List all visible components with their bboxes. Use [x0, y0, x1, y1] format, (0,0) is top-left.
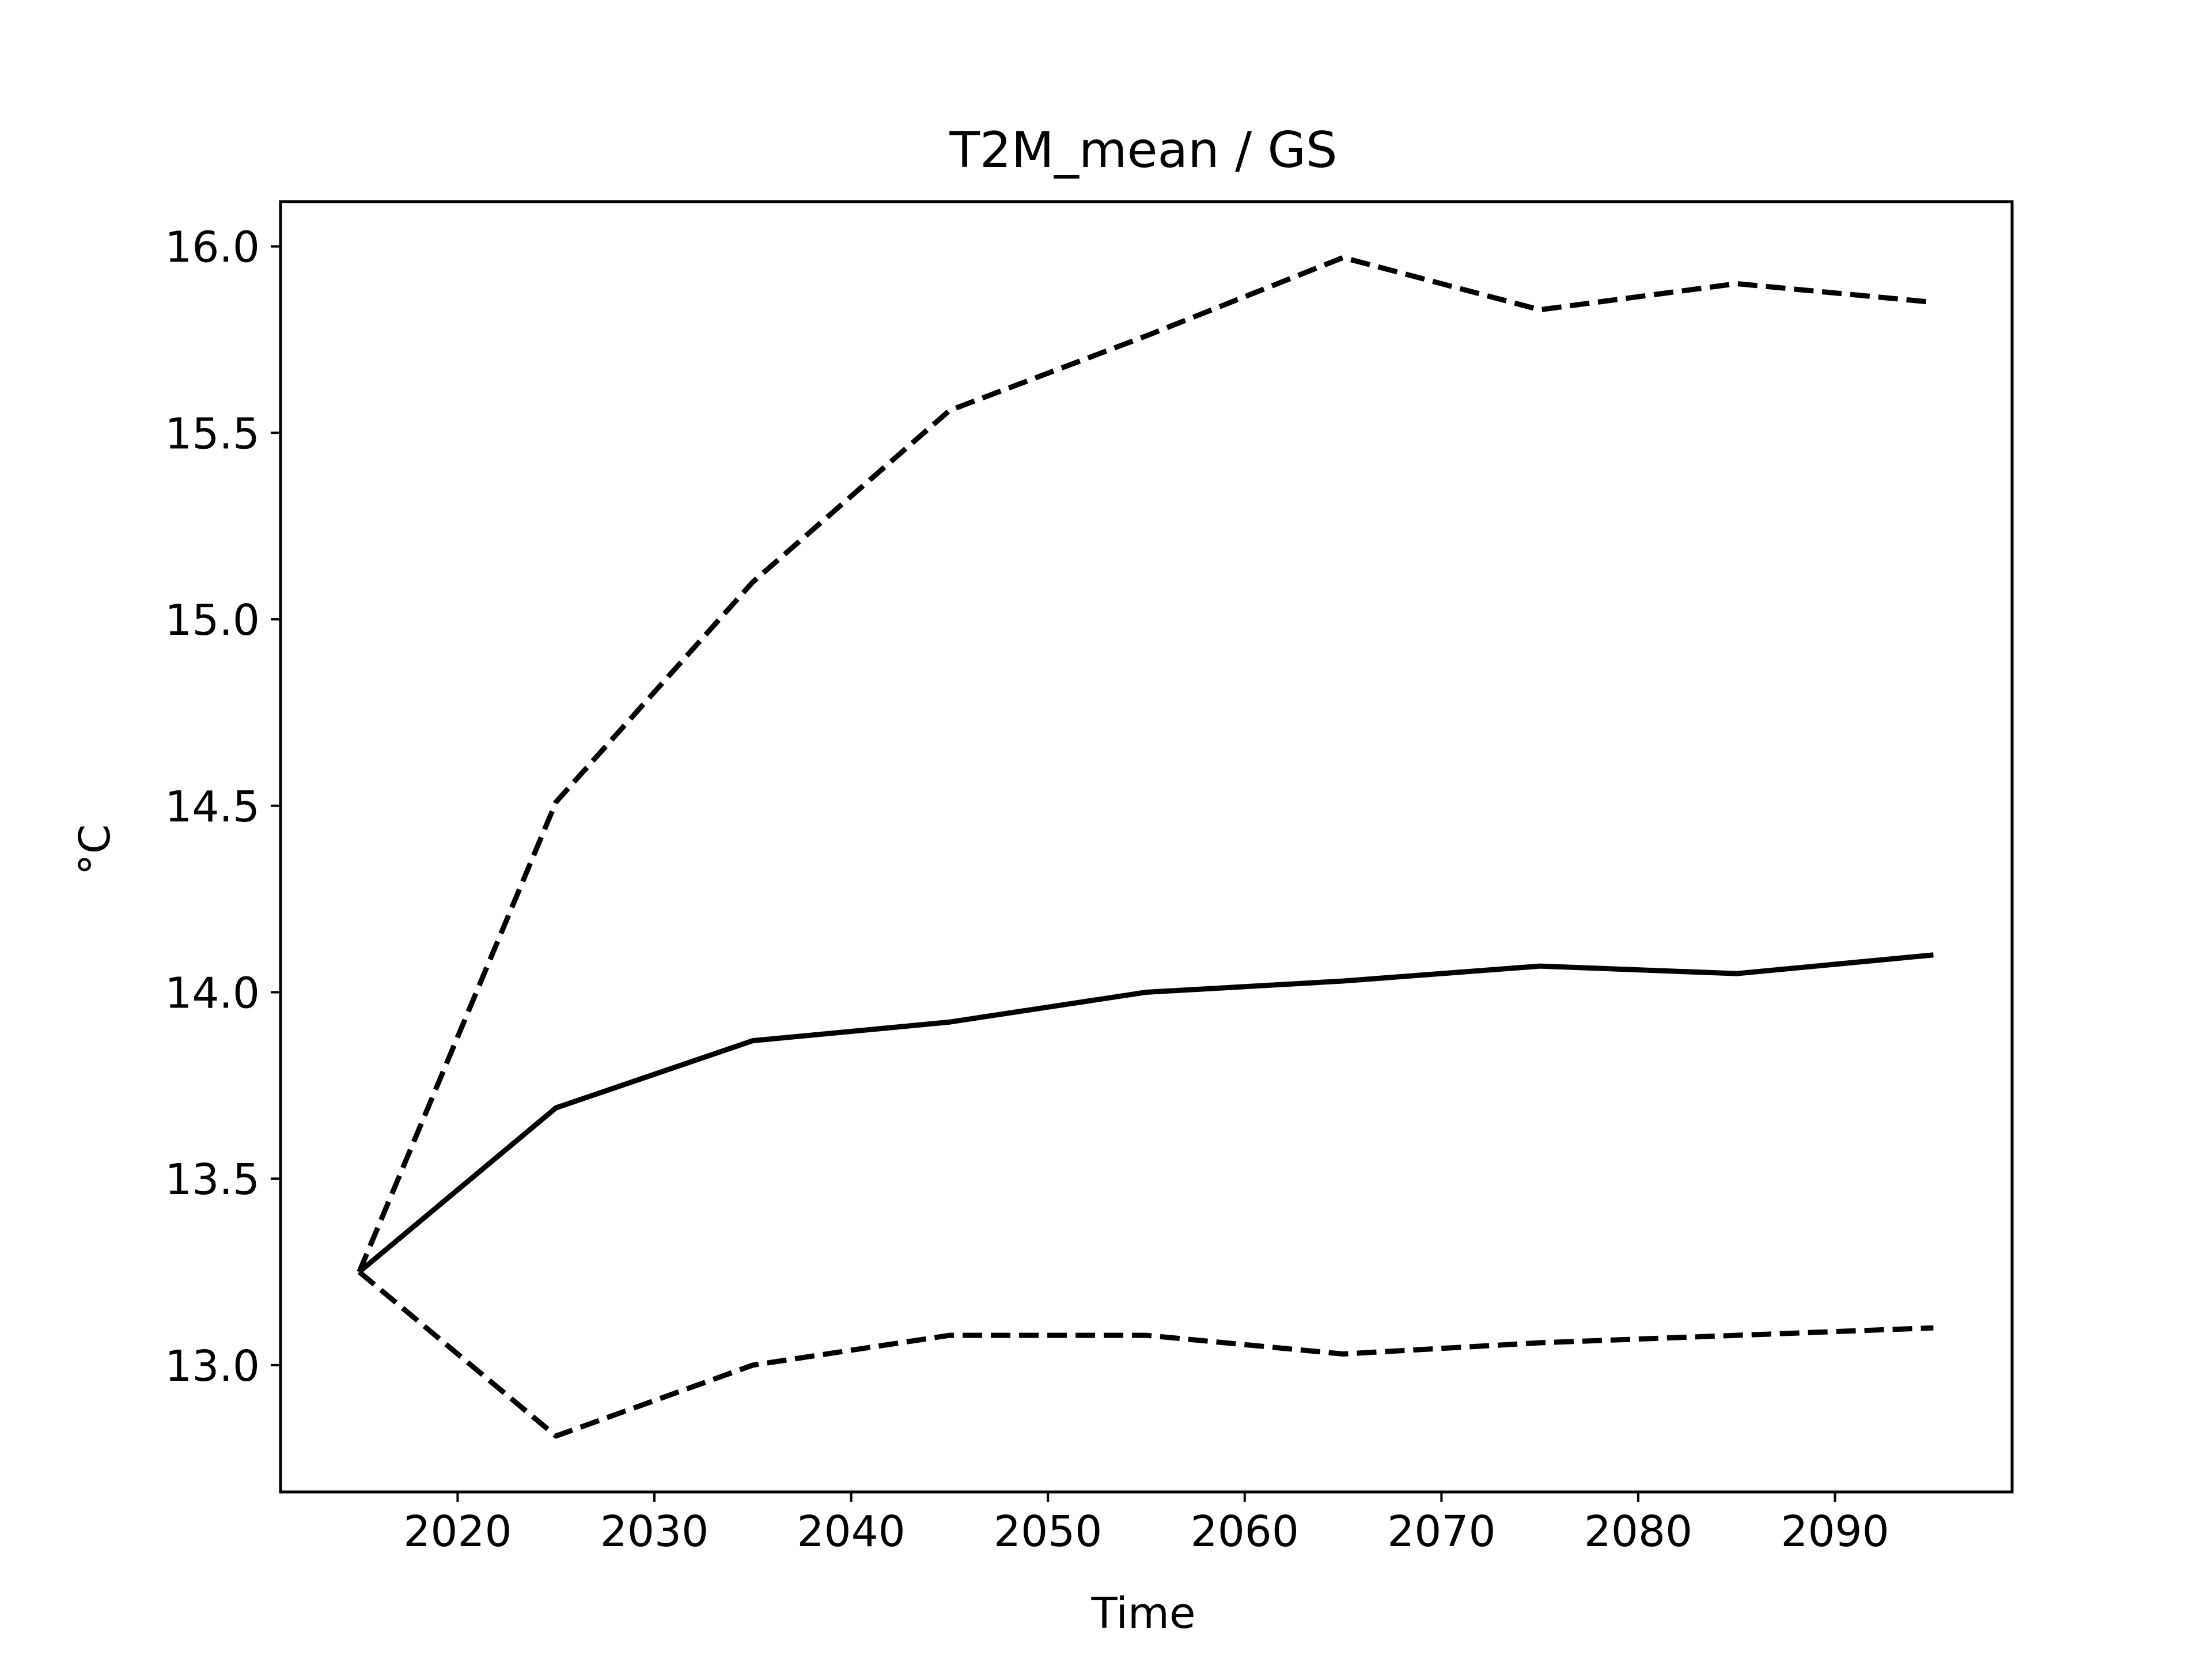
x-axis-ticks: 2020 2030 2040 2050 2060 2070 2080 2090: [403, 1492, 1889, 1556]
y-tick-label-15.5: 15.5: [165, 409, 260, 459]
x-tick-label-2060: 2060: [1191, 1507, 1299, 1556]
x-tick-label-2070: 2070: [1387, 1507, 1495, 1556]
series-line-3: [357, 1270, 1934, 1439]
series-lines: [357, 255, 1934, 1439]
y-tick-label-16.0: 16.0: [165, 223, 260, 272]
x-axis-label: Time: [1090, 1589, 1195, 1638]
y-tick-label-14.0: 14.0: [165, 968, 260, 1018]
x-tick-label-2020: 2020: [403, 1507, 512, 1556]
y-axis-ticks: 13.0 13.5 14.0 14.5 15.0 15.5 16.0: [165, 223, 281, 1391]
series-line-1: [357, 255, 1934, 1273]
x-tick-label-2090: 2090: [1781, 1507, 1889, 1556]
chart-title: T2M_mean / GS: [949, 122, 1337, 179]
y-tick-label-13.0: 13.0: [165, 1342, 260, 1391]
x-tick-label-2030: 2030: [600, 1507, 709, 1556]
y-axis-label: °C: [70, 824, 120, 876]
series-line-2: [357, 952, 1934, 1274]
plot-area-frame: [279, 200, 2014, 1494]
y-tick-label-13.5: 13.5: [165, 1155, 260, 1205]
y-tick-label-14.5: 14.5: [165, 782, 260, 832]
x-tick-label-2040: 2040: [797, 1507, 905, 1556]
x-tick-label-2050: 2050: [994, 1507, 1102, 1556]
x-tick-label-2080: 2080: [1584, 1507, 1692, 1556]
y-tick-label-15.0: 15.0: [165, 596, 260, 645]
